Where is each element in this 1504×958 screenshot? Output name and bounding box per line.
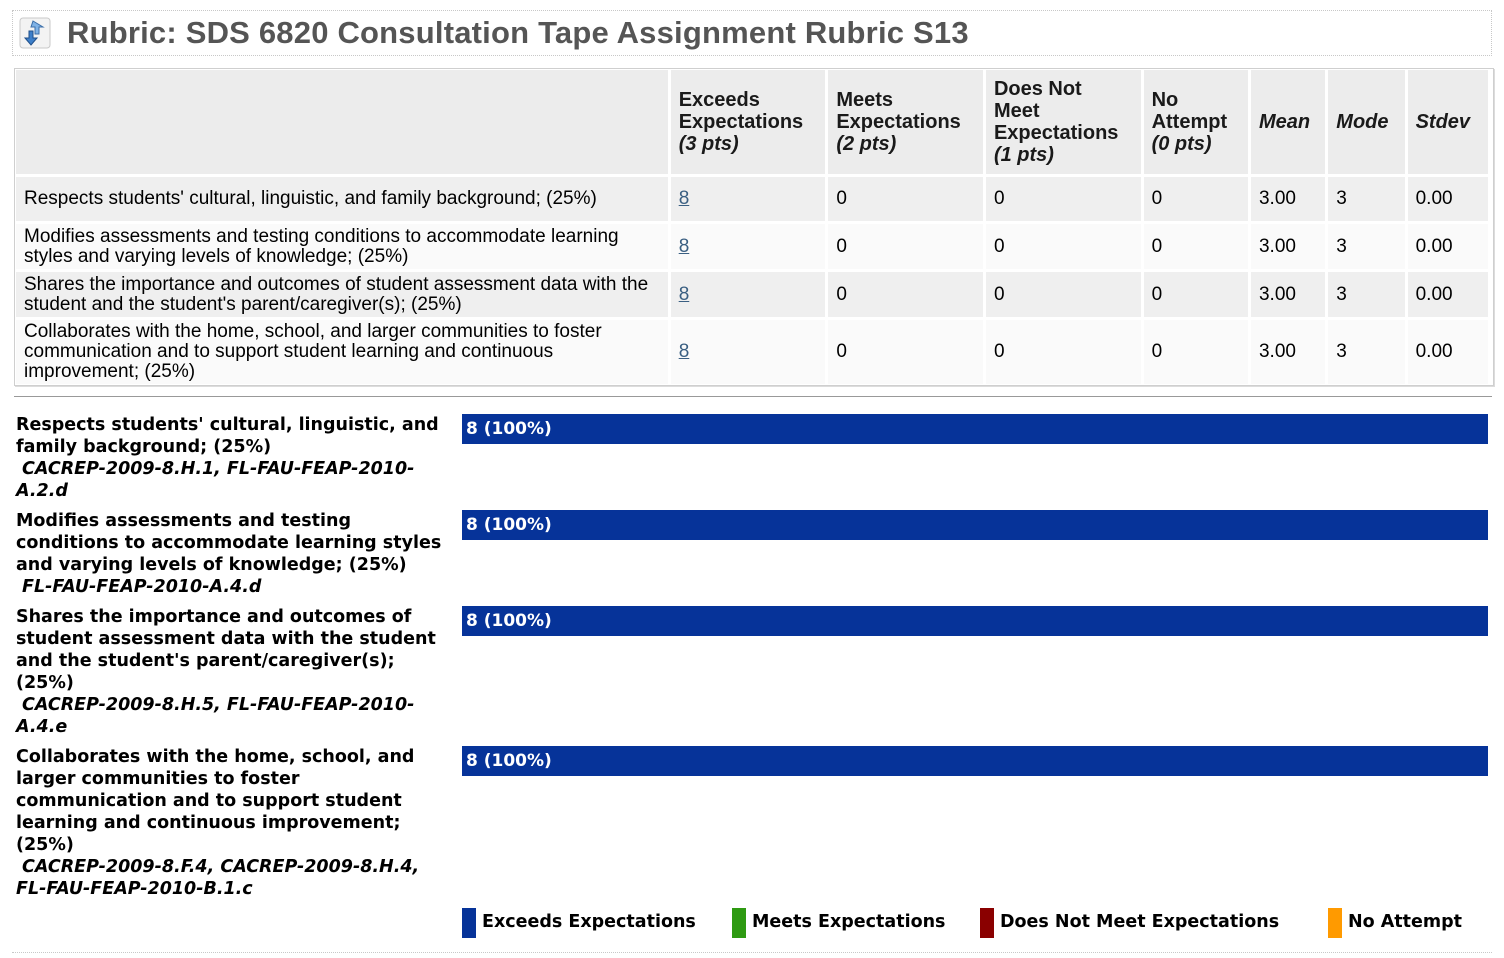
- no-attempt-count-cell: 0: [1143, 224, 1248, 269]
- mean-cell: 3.00: [1250, 272, 1326, 317]
- exceeds-bar: 8 (100%): [462, 414, 1488, 444]
- criterion-text: Modifies assessments and testing conditi…: [16, 511, 442, 575]
- exceeds-column-header: Exceeds Expectations (3 pts): [670, 70, 826, 174]
- meets-count-cell: 0: [828, 224, 983, 269]
- column-points: (1 pts): [993, 144, 1054, 166]
- exceeds-count-cell: 8: [670, 272, 826, 317]
- meets-column-header: Meets Expectations (2 pts): [828, 70, 983, 174]
- criterion-text: Collaborates with the home, school, and …: [16, 747, 415, 855]
- standards-codes: CACREP-2009-8.F.4, CACREP-2009-8.H.4, FL…: [16, 857, 420, 899]
- stdev-cell: 0.00: [1407, 272, 1488, 317]
- mean-cell: 3.00: [1250, 177, 1326, 221]
- exceeds-bar: 8 (100%): [462, 510, 1488, 540]
- criterion-text: Shares the importance and outcomes of st…: [16, 607, 436, 693]
- bar-track: 8 (100%): [462, 606, 1488, 636]
- exceeds-count-link[interactable]: 8: [678, 188, 690, 209]
- stdev-cell: 0.00: [1407, 177, 1488, 221]
- column-points: (3 pts): [678, 133, 739, 155]
- page-title: Rubric: SDS 6820 Consultation Tape Assig…: [67, 15, 969, 50]
- column-name: No Attempt: [1151, 89, 1228, 133]
- mode-cell: 3: [1328, 177, 1405, 221]
- rubric-arrows-icon: [19, 17, 51, 49]
- table-row: Modifies assessments and testing conditi…: [16, 224, 1488, 269]
- exceeds-count-cell: 8: [670, 177, 826, 221]
- exceeds-bar: 8 (100%): [462, 606, 1488, 636]
- distribution-criterion-label: Respects students' cultural, linguistic,…: [16, 414, 448, 502]
- does-not-meet-count-cell: 0: [985, 320, 1141, 384]
- distribution-criterion-label: Collaborates with the home, school, and …: [16, 746, 448, 900]
- legend-label: No Attempt: [1348, 912, 1463, 932]
- exceeds-count-link[interactable]: 8: [678, 235, 690, 257]
- legend-swatch: [1328, 908, 1342, 938]
- standards-codes: FL-FAU-FEAP-2010-A.4.d: [22, 577, 262, 597]
- does-not-meet-count-cell: 0: [985, 177, 1141, 221]
- table-row: Collaborates with the home, school, and …: [16, 320, 1488, 384]
- no-attempt-count-cell: 0: [1143, 272, 1248, 317]
- exceeds-count-cell: 8: [670, 224, 826, 269]
- mean-cell: 3.00: [1250, 224, 1326, 269]
- table-row: Respects students' cultural, linguistic,…: [16, 177, 1488, 221]
- criterion-cell: Respects students' cultural, linguistic,…: [16, 177, 668, 221]
- column-points: (2 pts): [836, 133, 897, 155]
- standards-codes: CACREP-2009-8.H.5, FL-FAU-FEAP-2010-A.4.…: [16, 695, 415, 737]
- legend-swatch: [462, 908, 476, 938]
- column-name: Meets Expectations: [836, 89, 961, 133]
- stdev-column-header: Stdev: [1407, 70, 1488, 174]
- criterion-text: Respects students' cultural, linguistic,…: [16, 415, 439, 457]
- legend-swatch: [980, 908, 994, 938]
- mode-cell: 3: [1328, 224, 1405, 269]
- criterion-cell: Collaborates with the home, school, and …: [16, 320, 668, 384]
- distribution-criterion-label: Shares the importance and outcomes of st…: [16, 606, 448, 738]
- rubric-header: Rubric: SDS 6820 Consultation Tape Assig…: [12, 10, 1492, 56]
- column-name: Does Not Meet Expectations: [993, 78, 1119, 144]
- section-divider: [14, 396, 1492, 397]
- exceeds-count-link[interactable]: 8: [678, 283, 690, 305]
- mean-cell: 3.00: [1250, 320, 1326, 384]
- no-attempt-count-cell: 0: [1143, 320, 1248, 384]
- mean-column-header: Mean: [1250, 70, 1326, 174]
- legend-label: Meets Expectations: [752, 912, 946, 932]
- exceeds-count-cell: 8: [670, 320, 826, 384]
- rubric-statistics-table: Exceeds Expectations (3 pts) Meets Expect…: [14, 68, 1494, 386]
- bar-track: 8 (100%): [462, 414, 1488, 444]
- table-row: Shares the importance and outcomes of st…: [16, 272, 1488, 317]
- criterion-cell: Modifies assessments and testing conditi…: [16, 224, 668, 269]
- exceeds-count-link[interactable]: 8: [678, 341, 690, 362]
- meets-count-cell: 0: [828, 177, 983, 221]
- does-not-meet-column-header: Does Not Meet Expectations (1 pts): [985, 70, 1141, 174]
- does-not-meet-count-cell: 0: [985, 224, 1141, 269]
- legend-swatch: [732, 908, 746, 938]
- no-attempt-column-header: No Attempt (0 pts): [1143, 70, 1248, 174]
- legend-label: Does Not Meet Expectations: [1000, 912, 1280, 932]
- exceeds-bar: 8 (100%): [462, 746, 1488, 776]
- column-points: (0 pts): [1151, 133, 1212, 155]
- criterion-column-header: [16, 70, 668, 174]
- mode-column-header: Mode: [1328, 70, 1405, 174]
- criterion-cell: Shares the importance and outcomes of st…: [16, 272, 668, 317]
- legend-label: Exceeds Expectations: [482, 912, 696, 932]
- bar-track: 8 (100%): [462, 510, 1488, 540]
- bottom-divider: [12, 952, 1492, 954]
- mode-cell: 3: [1328, 320, 1405, 384]
- standards-codes: CACREP-2009-8.H.1, FL-FAU-FEAP-2010-A.2.…: [16, 459, 415, 501]
- table-header-row: Exceeds Expectations (3 pts) Meets Expect…: [16, 70, 1488, 174]
- column-name: Exceeds Expectations: [678, 89, 804, 133]
- meets-count-cell: 0: [828, 272, 983, 317]
- no-attempt-count-cell: 0: [1143, 177, 1248, 221]
- mode-cell: 3: [1328, 272, 1405, 317]
- does-not-meet-count-cell: 0: [985, 272, 1141, 317]
- meets-count-cell: 0: [828, 320, 983, 384]
- distribution-criterion-label: Modifies assessments and testing conditi…: [16, 510, 448, 598]
- stdev-cell: 0.00: [1407, 320, 1488, 384]
- bar-track: 8 (100%): [462, 746, 1488, 776]
- stdev-cell: 0.00: [1407, 224, 1488, 269]
